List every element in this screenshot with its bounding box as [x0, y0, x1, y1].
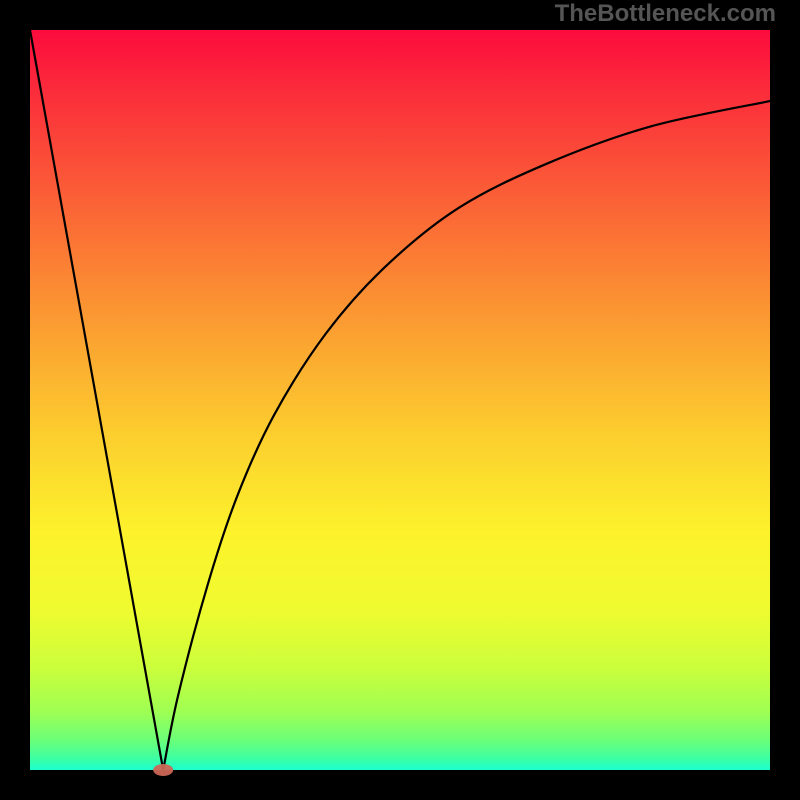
watermark-text: TheBottleneck.com [555, 0, 776, 28]
minimum-marker [153, 764, 173, 776]
chart-canvas: TheBottleneck.com [0, 0, 800, 800]
bottleneck-chart-svg [0, 0, 800, 800]
plot-background [30, 30, 770, 770]
